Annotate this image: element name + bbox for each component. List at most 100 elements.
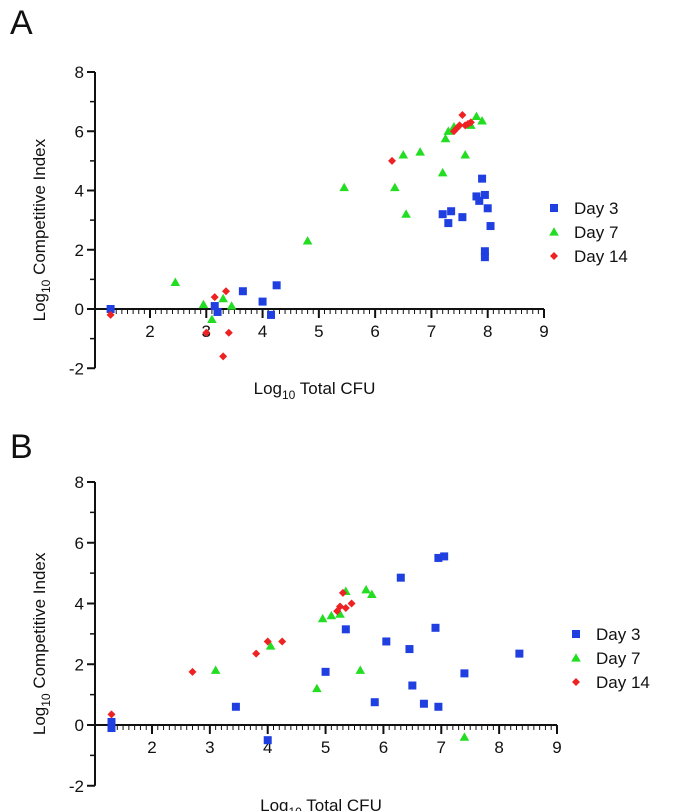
legend: Day 3 Day 7 Day 14 [571,625,650,692]
data-point [370,698,379,707]
data-point [278,637,287,646]
data-point [263,637,272,646]
legend-label: Day 7 [596,649,640,668]
x-tick-label: 9 [539,322,548,341]
series-day-14 [107,588,356,719]
data-point [338,588,347,597]
data-point [447,207,456,216]
data-point [434,553,443,562]
data-point [312,683,322,693]
data-point [388,156,397,165]
x-tick-label: 8 [494,738,503,757]
data-point [107,724,116,733]
data-point [438,210,447,219]
data-point [361,585,371,594]
x-axis-title: Log10 Total CFU [260,796,382,811]
data-point [466,118,475,127]
series-day-14 [106,110,475,361]
data-point [480,190,489,199]
panel-label-b: B [10,428,33,466]
panel-label-a: A [10,4,33,42]
y-tick-label: 8 [75,473,84,492]
data-point [415,147,425,156]
data-point [207,314,217,323]
x-tick-label: 8 [483,322,492,341]
data-point [475,196,484,205]
data-point [238,287,247,296]
x-tick-label: 6 [379,738,388,757]
data-point [478,174,487,183]
x-tick-label: 7 [427,322,436,341]
data-point [367,589,377,598]
data-point [198,299,209,309]
data-point [188,667,197,676]
y-tick-label: 6 [75,534,84,553]
data-point [321,667,330,676]
data-point [458,110,467,119]
data-point [218,293,228,303]
data-point [263,736,272,745]
x-axis-title: Log10 Total CFU [254,379,376,402]
data-point [219,352,228,361]
y-tick-label: 0 [75,716,84,735]
y-tick-label: 0 [75,300,84,319]
y-tick-label: -2 [69,359,84,378]
data-point [302,236,313,245]
y-tick-label: 4 [75,595,84,614]
y-tick-label: 8 [75,63,84,82]
y-tick-label: 2 [75,241,84,260]
data-point [477,116,487,125]
data-point [335,609,345,618]
data-point [437,167,448,177]
x-tick-label: 9 [552,738,561,757]
y-tick-label: 4 [75,182,84,201]
data-point [455,121,464,130]
data-point [107,710,116,719]
data-point [440,133,451,143]
data-point [460,150,470,159]
data-point [221,287,230,296]
data-point [213,307,222,316]
data-point [106,305,115,313]
legend-marker [550,204,558,212]
data-point [401,209,411,218]
data-point [458,213,467,222]
data-point [390,182,400,192]
data-point [210,302,219,311]
data-point [460,669,469,678]
x-tick-label: 5 [321,738,330,757]
data-point [398,150,409,159]
legend-label: Day 7 [574,223,618,242]
x-tick-label: 6 [370,322,379,341]
y-axis-title: Log10 Competitive Index [30,138,53,321]
data-point [202,328,211,337]
data-point [265,641,276,650]
chart-panel-b: -2 0 2 4 6 8 2 3 4 5 6 7 8 9 Log10 Total CFU Log10 Comp… [30,473,650,811]
data-point [443,126,454,135]
data-point [326,610,337,620]
data-point [431,623,440,632]
y-axis-title: Log10 Competitive Index [30,552,53,735]
data-point [515,649,524,658]
legend-marker [572,630,580,638]
data-point [170,277,181,286]
legend-label: Day 14 [574,247,628,266]
data-point [483,204,492,213]
data-point [231,702,240,711]
data-point [480,253,489,262]
data-point [210,293,219,302]
data-point [444,219,453,228]
data-point [252,649,261,658]
data-point [258,297,267,306]
data-point [226,301,237,310]
series-day-3 [106,174,495,319]
data-point [408,681,417,690]
x-tick-label: 4 [263,738,272,757]
data-point [419,699,428,708]
data-point [267,310,276,319]
data-point [405,645,414,654]
data-point [210,665,221,674]
legend-label: Day 3 [574,199,618,218]
data-point [341,625,350,634]
